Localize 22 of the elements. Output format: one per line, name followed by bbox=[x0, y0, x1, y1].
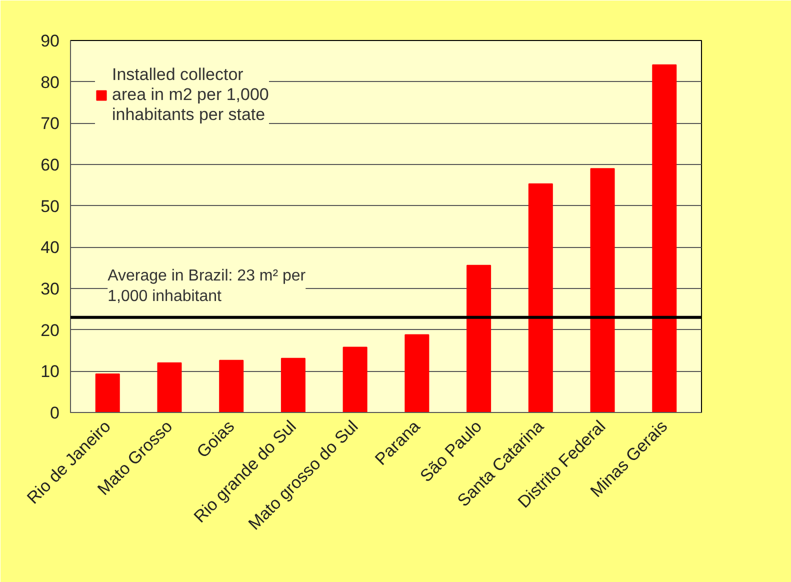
bar bbox=[528, 183, 553, 412]
y-tick-label: 0 bbox=[50, 404, 60, 422]
bar bbox=[280, 358, 306, 412]
y-tick-label: 60 bbox=[40, 156, 60, 174]
bar bbox=[342, 346, 368, 412]
bar bbox=[652, 64, 677, 412]
bar bbox=[219, 360, 244, 412]
y-tick-label: 90 bbox=[40, 32, 60, 50]
y-tick-label: 50 bbox=[40, 196, 60, 216]
y-tick-label: 80 bbox=[40, 72, 60, 92]
bar bbox=[157, 362, 182, 412]
y-tick-label: 40 bbox=[40, 238, 60, 258]
bar bbox=[404, 334, 430, 412]
y-tick-label: 20 bbox=[40, 320, 60, 340]
bar bbox=[466, 264, 492, 412]
bar bbox=[95, 374, 120, 412]
y-tick-label: 10 bbox=[40, 362, 60, 382]
y-tick-label: 70 bbox=[40, 114, 60, 134]
bar bbox=[590, 168, 615, 412]
y-tick-label: 30 bbox=[40, 280, 60, 298]
legend-label: Installed collector area in m2 per 1,000 inhabitants per state bbox=[112, 65, 269, 125]
ref-line-label: Average in Brazil: 23 m² per 1,000 inhabitant bbox=[108, 268, 306, 306]
